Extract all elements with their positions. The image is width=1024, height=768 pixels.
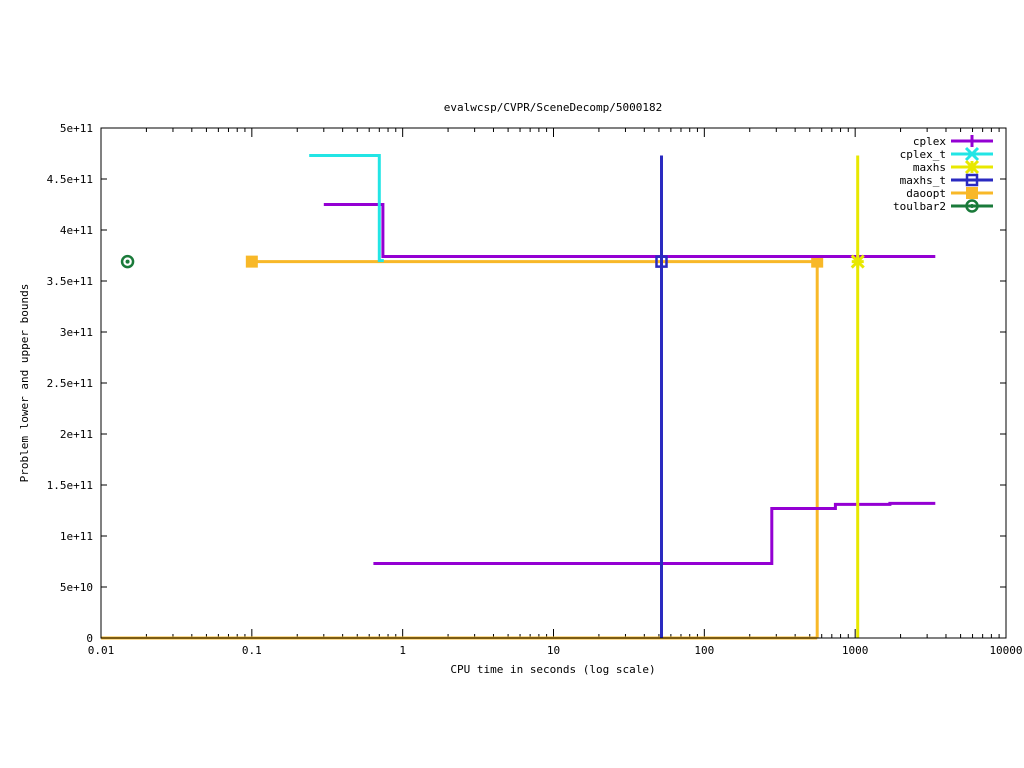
- series-maxhs: [850, 155, 865, 638]
- legend-label: maxhs_t: [900, 174, 946, 187]
- circle-marker-center: [970, 204, 974, 208]
- legend-label: toulbar2: [893, 200, 946, 213]
- y-axis: 0 5e+10 1e+11 1.5e+11 2e+11 2.5e+11 3e+11 3.5e+…: [47, 122, 93, 645]
- y-tick-label: 1.5e+11: [47, 479, 93, 492]
- legend-item-daoopt: daoopt: [906, 187, 993, 200]
- y-tick-label: 1e+11: [60, 530, 93, 543]
- filled-square-marker: [966, 187, 978, 199]
- y-tick-label: 5e+10: [60, 581, 93, 594]
- square-marker-shape: [965, 173, 979, 187]
- filled-square-marker: [245, 255, 258, 268]
- daoopt-upper-bound-line: [251, 260, 819, 638]
- series-maxhs-t: [655, 155, 668, 638]
- series-cplex-t: [309, 154, 384, 263]
- star-marker-stroke: [964, 159, 980, 175]
- y-tick-label: 4e+11: [60, 224, 93, 237]
- legend-label: cplex: [913, 135, 946, 148]
- star-marker: [964, 159, 980, 175]
- square-marker: [965, 173, 979, 187]
- cplex-t-upper-bound-line: [309, 154, 384, 263]
- legend-label: daoopt: [906, 187, 946, 200]
- square-marker: [655, 255, 668, 268]
- square-marker-shape: [655, 255, 668, 268]
- x-axis: 0.01 0.1 1 10 100 1000 10000: [88, 644, 1023, 657]
- circle-marker-shape: [120, 254, 135, 269]
- legend-item-cplex: cplex: [913, 135, 993, 148]
- series-layer: [101, 154, 936, 640]
- x-tick-label: 1: [399, 644, 406, 657]
- circle-marker-shape: [965, 199, 979, 213]
- circle-marker: [965, 199, 979, 213]
- y-tick-label: 2e+11: [60, 428, 93, 441]
- plus-marker: [966, 135, 978, 147]
- cplex-lower-bound-line: [373, 501, 936, 565]
- legend-item-maxhs: maxhs: [913, 159, 993, 175]
- y-tick-label: 5e+11: [60, 122, 93, 135]
- legend-label: cplex_t: [900, 148, 946, 161]
- legend-label: maxhs: [913, 161, 946, 174]
- cplex-upper-bound-line: [323, 203, 936, 258]
- chart-title: evalwcsp/CVPR/SceneDecomp/5000182: [444, 101, 663, 114]
- legend-item-maxhs-t: maxhs_t: [900, 173, 993, 187]
- series-cplex: [323, 203, 936, 565]
- y-tick-label: 3e+11: [60, 326, 93, 339]
- circle-marker-center: [125, 259, 130, 264]
- series-toulbar2: [120, 254, 135, 269]
- x-marker: [964, 146, 980, 162]
- x-marker-stroke: [964, 146, 980, 162]
- series-daoopt: [101, 255, 824, 640]
- y-tick-label: 3.5e+11: [47, 275, 93, 288]
- x-tick-label: 0.01: [88, 644, 115, 657]
- circle-marker: [120, 254, 135, 269]
- y-tick-label: 4.5e+11: [47, 173, 93, 186]
- filled-square-marker-shape: [245, 255, 258, 268]
- y-tick-label: 0: [86, 632, 93, 645]
- x-tick-label: 1000: [842, 644, 869, 657]
- x-tick-label: 0.1: [242, 644, 262, 657]
- star-marker: [850, 254, 865, 269]
- plot-frame: [100, 127, 1007, 639]
- tick-marks: [100, 127, 1007, 639]
- x-tick-label: 100: [694, 644, 714, 657]
- star-marker-stroke: [850, 254, 865, 269]
- x-tick-label: 10: [547, 644, 560, 657]
- x-axis-label: CPU time in seconds (log scale): [450, 663, 655, 676]
- y-axis-label: Problem lower and upper bounds: [18, 284, 31, 483]
- filled-square-marker-shape: [811, 255, 824, 268]
- filled-square-marker-shape: [966, 187, 978, 199]
- x-tick-label: 10000: [989, 644, 1022, 657]
- legend-item-cplex-t: cplex_t: [900, 146, 993, 162]
- y-tick-label: 2.5e+11: [47, 377, 93, 390]
- filled-square-marker: [811, 255, 824, 268]
- legend-item-toulbar2: toulbar2: [893, 199, 993, 213]
